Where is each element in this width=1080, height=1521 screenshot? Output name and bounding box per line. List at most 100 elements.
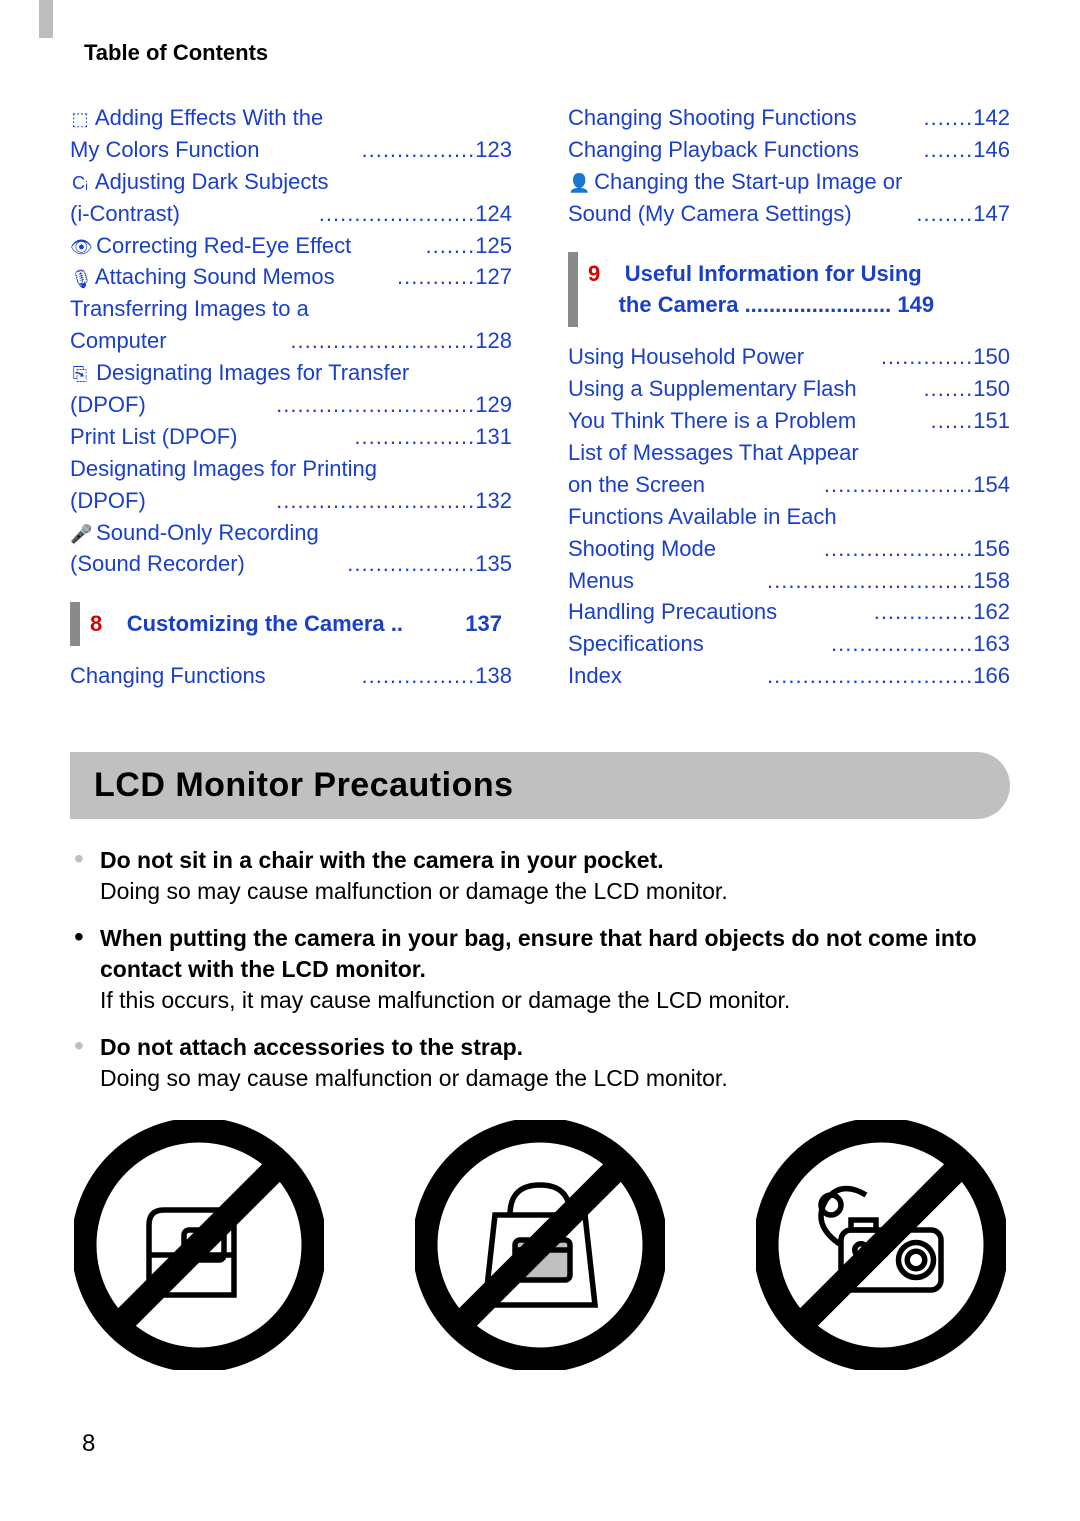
precaution-heading: Do not attach accessories to the strap. (100, 1034, 523, 1060)
precaution-item: Do not attach accessories to the strap. D… (74, 1032, 1010, 1094)
toc-text: Index (568, 663, 622, 688)
precaution-item: Do not sit in a chair with the camera in… (74, 845, 1010, 907)
toc-entry[interactable]: Index.............................166 (568, 660, 1010, 692)
toc-entry[interactable]: Print List (DPOF).................131 (70, 421, 512, 453)
no-bag-contact-icon (415, 1120, 665, 1370)
toc-left-column: ⬚ Adding Effects With the My Colors Funct… (70, 102, 512, 692)
toc-entry[interactable]: 🎤 Sound-Only Recording(Sound Recorder)..… (70, 517, 512, 581)
toc-page: 156 (973, 536, 1010, 561)
toc-page: 166 (973, 663, 1010, 688)
toc-entry[interactable]: Handling Precautions..............162 (568, 596, 1010, 628)
toc-page: 142 (973, 105, 1010, 130)
toc-text: Handling Precautions (568, 599, 777, 624)
toc-header: Table of Contents (84, 40, 1010, 66)
toc-text: Adjusting Dark Subjects (95, 169, 329, 194)
toc-entry[interactable]: Specifications....................163 (568, 628, 1010, 660)
precaution-heading: When putting the camera in your bag, ens… (100, 925, 977, 982)
toc-icon: ⬚ (70, 106, 90, 132)
toc-page: 150 (973, 344, 1010, 369)
toc-text: List of Messages That Appear (568, 440, 859, 465)
toc-text2: Sound (My Camera Settings) (568, 201, 852, 226)
section-heading-lcd: LCD Monitor Precautions (70, 752, 1010, 819)
toc-entry[interactable]: Menus.............................158 (568, 565, 1010, 597)
precaution-heading: Do not sit in a chair with the camera in… (100, 847, 664, 873)
toc-entry[interactable]: 👤 Changing the Start-up Image orSound (M… (568, 166, 1010, 230)
toc-text: Menus (568, 568, 634, 593)
toc-text: Adding Effects With the (95, 105, 323, 130)
toc-entry[interactable]: Functions Available in EachShooting Mode… (568, 501, 1010, 565)
no-strap-accessory-icon (756, 1120, 1006, 1370)
toc-text2: (DPOF) (70, 392, 146, 417)
precaution-body: Doing so may cause malfunction or damage… (100, 878, 728, 904)
toc-entry[interactable]: ⬚ Adding Effects With the My Colors Funct… (70, 102, 512, 166)
toc-text: Designating Images for Printing (70, 456, 377, 481)
prohibition-icons-row (70, 1120, 1010, 1370)
toc-icon: Cᵢ (70, 170, 90, 196)
chapter-dots: .. (391, 611, 403, 636)
toc-text2: (i-Contrast) (70, 201, 180, 226)
toc-entry[interactable]: Using Household Power.............150 (568, 341, 1010, 373)
toc-entry[interactable]: Changing Shooting Functions.......142 (568, 102, 1010, 134)
toc-entry[interactable]: Using a Supplementary Flash.......150 (568, 373, 1010, 405)
toc-page: 146 (973, 137, 1010, 162)
toc-entry[interactable]: 🎙 Attaching Sound Memos...........127 (70, 261, 512, 293)
toc-text: Functions Available in Each (568, 504, 837, 529)
toc-page: 124 (475, 201, 512, 226)
toc-text: Changing Functions (70, 663, 266, 688)
toc-entry[interactable]: Changing Functions................138 (70, 660, 512, 692)
toc-page: 158 (973, 568, 1010, 593)
toc-entry[interactable]: Transferring Images to aComputer........… (70, 293, 512, 357)
chapter-9-box[interactable]: 9 Useful Information for Using 9 the Cam… (568, 252, 1010, 328)
toc-icon: 🎤 (70, 521, 90, 547)
toc-text: Using Household Power (568, 344, 804, 369)
toc-page: 123 (475, 137, 512, 162)
toc-page: 128 (475, 328, 512, 353)
chapter-number: 9 (588, 261, 600, 286)
toc-text: Sound-Only Recording (96, 520, 319, 545)
toc-entry[interactable]: Changing Playback Functions.......146 (568, 134, 1010, 166)
toc-right-column: Changing Shooting Functions.......142Cha… (568, 102, 1010, 692)
toc-text: Designating Images for Transfer (96, 360, 409, 385)
toc-page: 151 (973, 408, 1010, 433)
toc-page: 147 (973, 201, 1010, 226)
toc-page: 162 (973, 599, 1010, 624)
toc-page: 138 (475, 663, 512, 688)
toc-entry[interactable]: ⎘ Designating Images for Transfer(DPOF).… (70, 357, 512, 421)
toc-entry[interactable]: List of Messages That Appear on the Scree… (568, 437, 1010, 501)
precaution-body: If this occurs, it may cause malfunction… (100, 987, 790, 1013)
toc-text: Correcting Red-Eye Effect (96, 233, 351, 258)
toc-page: 163 (973, 631, 1010, 656)
toc-text2: (Sound Recorder) (70, 551, 245, 576)
chapter-page: 149 (897, 292, 934, 317)
toc-text2: Computer (70, 328, 167, 353)
chapter-title-line1: Useful Information for Using (625, 261, 922, 286)
toc-text: Changing Shooting Functions (568, 105, 857, 130)
toc-text2: My Colors Function (70, 137, 260, 162)
toc-entry[interactable]: You Think There is a Problem......151 (568, 405, 1010, 437)
toc-icon: 👁 (70, 234, 90, 260)
toc-page: 125 (475, 233, 512, 258)
toc-page: 132 (475, 488, 512, 513)
toc-text2: on the Screen (568, 472, 705, 497)
toc-page: 131 (475, 424, 512, 449)
precaution-list: Do not sit in a chair with the camera in… (70, 845, 1010, 1094)
toc-page: 150 (973, 376, 1010, 401)
toc-entry[interactable]: Cᵢ Adjusting Dark Subjects(i-Contrast)..… (70, 166, 512, 230)
toc-columns: ⬚ Adding Effects With the My Colors Funct… (70, 102, 1010, 692)
precaution-body: Doing so may cause malfunction or damage… (100, 1065, 728, 1091)
toc-entry[interactable]: Designating Images for Printing(DPOF)...… (70, 453, 512, 517)
header-tab (39, 0, 53, 38)
toc-entry[interactable]: 👁 Correcting Red-Eye Effect.......125 (70, 230, 512, 262)
chapter-8-box[interactable]: 8 Customizing the Camera .. 137 (70, 602, 512, 646)
toc-page: 127 (475, 264, 512, 289)
toc-icon: 👤 (568, 170, 588, 196)
no-sit-pocket-icon (74, 1120, 324, 1370)
toc-text: Changing Playback Functions (568, 137, 859, 162)
toc-page: 154 (973, 472, 1010, 497)
toc-icon: 🎙 (70, 266, 90, 292)
toc-text: You Think There is a Problem (568, 408, 856, 433)
precaution-item: When putting the camera in your bag, ens… (74, 923, 1010, 1016)
chapter-number: 8 (90, 611, 102, 636)
toc-page: 135 (475, 551, 512, 576)
chapter-page: 137 (465, 608, 502, 640)
